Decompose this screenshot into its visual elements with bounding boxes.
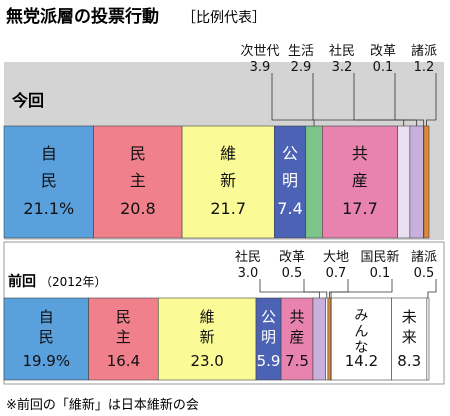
segment-value-label: 16.4 <box>107 352 140 370</box>
outside-segment-name: 社民 <box>235 249 261 265</box>
segment-value-label: 21.1% <box>23 199 74 218</box>
outside-segment-value: 1.2 <box>414 60 435 75</box>
outside-segment-value: 0.1 <box>370 266 391 281</box>
outside-segment-value: 0.7 <box>326 266 347 281</box>
segment-name-label: 明 <box>282 171 298 190</box>
leader-line <box>271 73 315 126</box>
outside-segment-value: 3.2 <box>332 60 353 75</box>
segment-name-label: 民 <box>130 144 146 163</box>
previous-row-year: （2012年） <box>40 275 107 289</box>
segment-name-label: 民 <box>41 171 57 190</box>
leader-line <box>353 73 418 126</box>
bar-segment <box>423 125 430 239</box>
segment-name-label: 来 <box>402 328 417 346</box>
segment-value-label: 20.8 <box>120 199 156 218</box>
bar-segment <box>93 125 183 239</box>
footnote: ※前回の「維新」は日本維新の会 <box>6 397 199 413</box>
outside-segment-value: 2.9 <box>291 60 312 75</box>
outside-segment-value: 0.5 <box>414 266 435 281</box>
segment-name-label: な <box>354 340 368 356</box>
segment-value-label: 19.9% <box>22 352 70 370</box>
outside-segment-name: 諸派 <box>411 249 437 265</box>
outside-segment-value: 0.5 <box>282 266 303 281</box>
segment-name-label: 民 <box>39 328 54 346</box>
outside-segment-name: 諸派 <box>411 43 437 59</box>
bar-segment <box>327 297 332 381</box>
segment-name-label: 主 <box>116 328 131 346</box>
current-row-label: 今回 <box>11 91 44 110</box>
segment-value-label: 7.5 <box>285 352 309 370</box>
bar-segment <box>322 125 398 239</box>
segment-name-label: 新 <box>200 328 215 346</box>
outside-segment-name: 大地 <box>323 250 349 265</box>
bar-segment <box>397 125 411 239</box>
segment-name-label: 民 <box>116 308 131 326</box>
chart-title: 無党派層の投票行動 <box>6 6 159 27</box>
leader-line <box>330 279 393 298</box>
segment-value-label: 17.7 <box>342 199 378 218</box>
outside-segment-value: 3.9 <box>250 60 271 75</box>
outside-segment-name: 次世代 <box>240 43 279 59</box>
segment-name-label: 公 <box>282 144 298 163</box>
segment-name-label: 新 <box>220 171 236 190</box>
bar-segment <box>273 125 307 239</box>
bar-segment <box>3 297 89 381</box>
segment-name-label: 維 <box>220 144 236 163</box>
segment-name-label: 自 <box>39 308 54 326</box>
segment-name-label: 産 <box>290 328 305 346</box>
bar-segment <box>157 297 257 381</box>
bar-segment <box>391 297 428 381</box>
outside-segment-name: 改革 <box>370 44 396 59</box>
segment-name-label: 共 <box>290 308 305 326</box>
leader-line <box>259 279 320 298</box>
bar-segment <box>181 125 275 239</box>
leader-line <box>426 73 437 126</box>
outside-segment-name: 生活 <box>288 44 314 59</box>
segment-name-label: 維 <box>200 308 215 326</box>
outside-segment-name: 改革 <box>279 250 305 265</box>
previous-row-label: 前回 <box>8 273 36 290</box>
segment-value-label: 7.4 <box>277 199 302 218</box>
bar-segment <box>280 297 314 381</box>
segment-name-label: 未 <box>402 308 417 326</box>
segment-name-label: 産 <box>352 171 368 190</box>
leader-line <box>427 279 437 298</box>
outside-segment-value: 0.1 <box>373 60 394 75</box>
chart-subtitle: ［比例代表］ <box>182 10 266 26</box>
leader-line <box>394 73 425 126</box>
bar-segment <box>409 125 424 239</box>
bar-segment <box>305 125 323 239</box>
segment-name-label: 主 <box>130 171 146 190</box>
bar-segment <box>325 297 329 381</box>
outside-segment-name: 社民 <box>329 43 355 59</box>
outside-segment-value: 3.0 <box>238 266 259 281</box>
segment-value-label: 5.9 <box>257 352 281 370</box>
previous-bar: 自民19.9%民主16.4維新23.0公明5.9共産7.5みんな14.2未来8.… <box>3 249 437 381</box>
segment-name-label: 共 <box>352 144 368 163</box>
outside-segment-name: 国民新 <box>360 249 399 265</box>
leader-line <box>303 279 328 298</box>
segment-value-label: 23.0 <box>190 352 223 370</box>
segment-name-label: 公 <box>261 308 276 326</box>
bar-segment <box>88 297 159 381</box>
segment-name-label: ん <box>354 324 368 340</box>
segment-value-label: 14.2 <box>345 352 378 370</box>
segment-value-label: 21.7 <box>210 199 246 218</box>
segment-name-label: 明 <box>261 328 276 346</box>
segment-name-label: 自 <box>41 144 57 163</box>
bar-segment <box>330 297 392 381</box>
current-bar: 自民21.1%民主20.8維新21.7公明7.4共産17.7次世代3.9生活2.… <box>3 43 437 239</box>
segment-name-label: み <box>354 308 368 324</box>
segment-value-label: 8.3 <box>397 352 421 370</box>
bar-segment <box>426 297 430 381</box>
bar-segment <box>312 297 327 381</box>
